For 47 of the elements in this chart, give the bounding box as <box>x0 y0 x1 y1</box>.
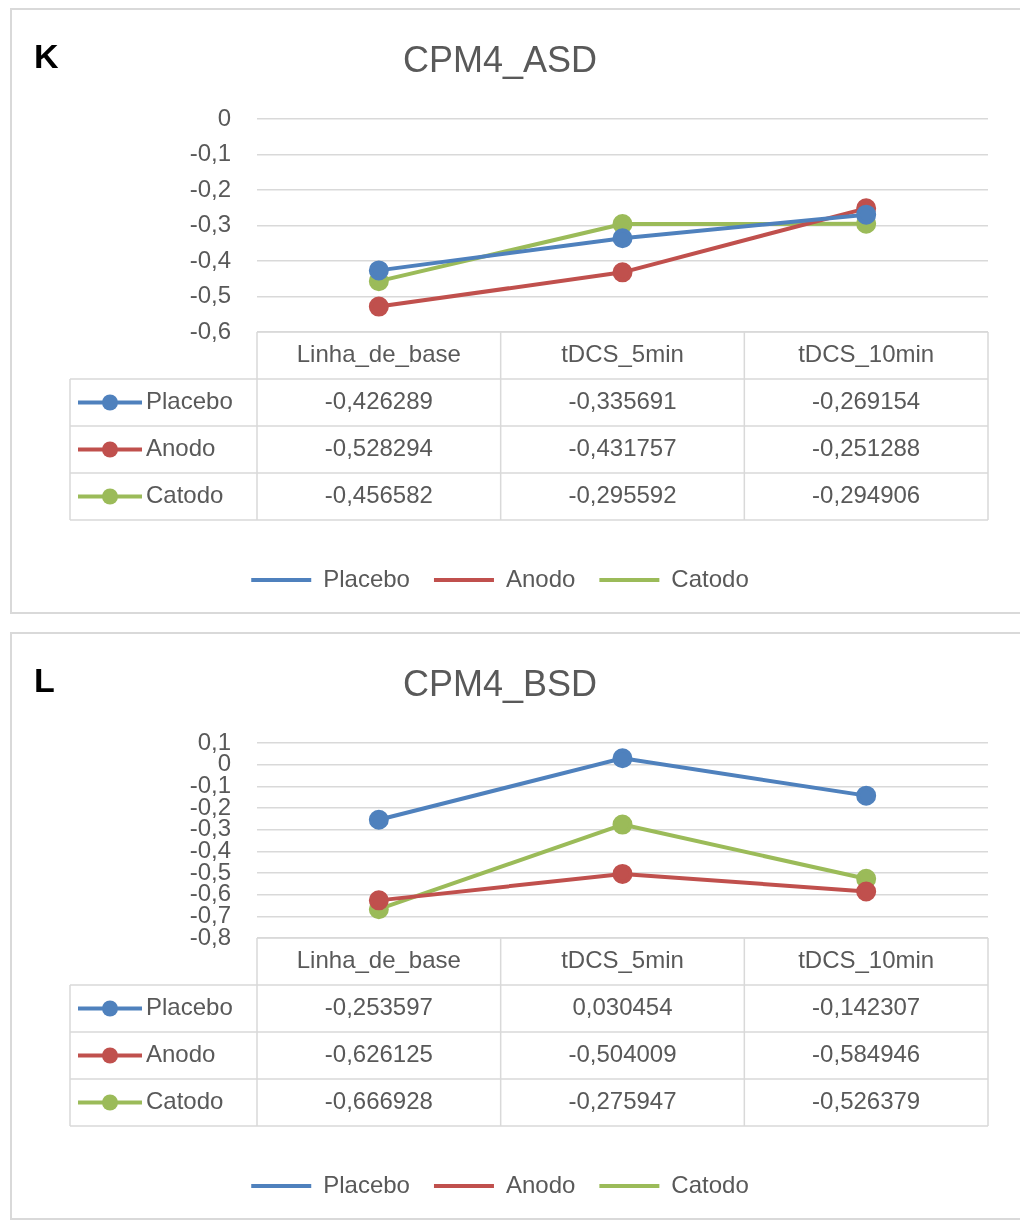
data-label: -0,626125 <box>324 1040 433 1068</box>
data-label: -0,528294 <box>324 434 433 462</box>
x-tick-label: tDCS_5min <box>561 946 684 974</box>
y-tick-label: -0,3 <box>189 210 231 238</box>
y-tick-label: 0 <box>217 103 231 131</box>
data-label: -0,294906 <box>812 481 921 509</box>
legend-label: Catodo <box>146 481 224 509</box>
text: Catodo <box>671 1170 749 1198</box>
y-tick-label: -0,5 <box>189 281 231 309</box>
chart-title: CPM4_BSD <box>402 662 598 704</box>
legend-label: Placebo <box>146 993 233 1021</box>
y-tick-label: -0,6 <box>189 316 231 344</box>
data-label: -0,526379 <box>812 1087 921 1115</box>
data-label: -0,335691 <box>568 387 677 415</box>
text: Anodo <box>505 564 576 592</box>
x-tick-label: tDCS_10min <box>798 946 935 974</box>
text: L <box>34 661 55 699</box>
data-label: -0,666928 <box>324 1087 433 1115</box>
text: Anodo <box>505 1170 576 1198</box>
data-label: -0,456582 <box>324 481 433 509</box>
text: K <box>34 37 59 75</box>
data-label: -0,251288 <box>812 434 921 462</box>
legend-label: Anodo <box>146 434 216 462</box>
text: Placebo <box>323 564 410 592</box>
data-label: -0,142307 <box>812 993 921 1021</box>
data-label: -0,431757 <box>568 434 677 462</box>
chart-title: CPM4_ASD <box>402 38 598 80</box>
y-tick-label: -0,2 <box>189 174 231 202</box>
data-label: -0,504009 <box>568 1040 677 1068</box>
y-tick-label: -0,4 <box>189 245 231 273</box>
text: Catodo <box>671 564 749 592</box>
y-tick-label: -0,1 <box>189 139 231 167</box>
legend-label: Anodo <box>146 1040 216 1068</box>
data-label: -0,584946 <box>812 1040 921 1068</box>
x-tick-label: tDCS_5min <box>561 340 684 368</box>
data-label: -0,295592 <box>568 481 677 509</box>
legend-label: Catodo <box>146 1087 224 1115</box>
data-label: -0,426289 <box>324 387 433 415</box>
x-tick-label: Linha_de_base <box>296 340 461 368</box>
data-label: -0,269154 <box>812 387 921 415</box>
legend-label: Placebo <box>146 387 233 415</box>
data-label: -0,253597 <box>324 993 433 1021</box>
data-label: -0,275947 <box>568 1087 677 1115</box>
text: Placebo <box>323 1170 410 1198</box>
data-label: 0,030454 <box>572 993 673 1021</box>
x-tick-label: Linha_de_base <box>296 946 461 974</box>
x-tick-label: tDCS_10min <box>798 340 935 368</box>
